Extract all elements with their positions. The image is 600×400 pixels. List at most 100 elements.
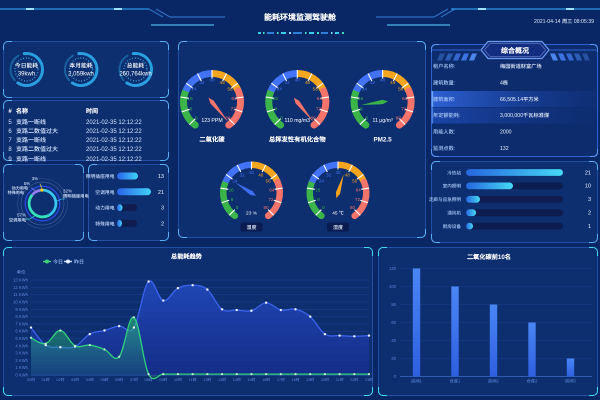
svg-text:走廊与应急照明: 走廊与应急照明: [429, 197, 462, 203]
svg-text:动力用电: 动力用电: [12, 186, 28, 192]
svg-text:80: 80: [350, 205, 356, 211]
svg-text:3: 3: [161, 204, 164, 212]
svg-text:48: 48: [345, 172, 351, 178]
svg-text:40: 40: [335, 170, 341, 176]
svg-text:厨房设备: 厨房设备: [443, 224, 462, 230]
svg-text:123 PPM: 123 PPM: [201, 117, 222, 124]
svg-text:特殊用电: 特殊用电: [8, 190, 24, 196]
svg-text:二氧化碳: 二氧化碳: [199, 135, 225, 144]
svg-text:13: 13: [158, 172, 164, 180]
svg-text:单位: 单位: [17, 270, 25, 276]
svg-text:24: 24: [232, 179, 238, 185]
svg-text:32%: 32%: [63, 189, 72, 195]
svg-text:9 KWh: 9 KWh: [15, 307, 28, 313]
svg-text:11 μg/m³: 11 μg/m³: [372, 117, 392, 124]
svg-text:08时: 08时: [145, 377, 153, 383]
svg-text:260,764kwh: 260,764kwh: [119, 68, 151, 77]
svg-text:总能耗: 总能耗: [127, 61, 145, 70]
svg-text:10 KWh: 10 KWh: [13, 300, 29, 306]
svg-text:80: 80: [391, 302, 396, 308]
svg-text:仓库2: 仓库2: [527, 379, 538, 385]
svg-text:17时: 17时: [277, 377, 285, 383]
svg-text:80: 80: [310, 114, 316, 121]
svg-text:100: 100: [389, 284, 397, 290]
svg-text:0: 0: [365, 114, 368, 121]
svg-text:32: 32: [326, 172, 332, 178]
svg-text:09时: 09时: [159, 377, 167, 383]
svg-text:房间2: 房间2: [488, 379, 499, 385]
svg-text:24: 24: [319, 179, 325, 185]
svg-text:40: 40: [391, 338, 396, 344]
svg-text:11 KWh: 11 KWh: [13, 292, 28, 298]
svg-text:03时: 03时: [71, 377, 79, 383]
svg-text:2 KWh: 2 KWh: [15, 358, 28, 364]
svg-text:01时: 01时: [42, 377, 50, 383]
svg-text:13 KWh: 13 KWh: [13, 278, 29, 284]
svg-text:56: 56: [313, 86, 319, 93]
svg-text:06时: 06时: [115, 377, 123, 383]
svg-text:72: 72: [268, 197, 274, 203]
svg-text:0: 0: [280, 114, 283, 121]
svg-text:0: 0: [195, 114, 198, 121]
svg-text:132: 132: [500, 145, 509, 152]
svg-text:16: 16: [358, 95, 364, 102]
svg-text:用能人数:: 用能人数:: [433, 129, 455, 136]
svg-text:45 ℃: 45 ℃: [332, 210, 344, 217]
svg-text:2,059kwh: 2,059kwh: [68, 68, 94, 77]
svg-text:房间1: 房间1: [411, 379, 422, 385]
svg-text:8: 8: [189, 106, 192, 113]
svg-text:今日能耗: 今日能耗: [15, 61, 38, 70]
svg-text:二氧化碳前10名: 二氧化碳前10名: [467, 252, 511, 261]
svg-text:16时: 16时: [262, 377, 270, 383]
svg-text:10: 10: [585, 182, 591, 190]
svg-text:年定额能耗:: 年定额能耗:: [433, 112, 460, 119]
svg-text:3%: 3%: [32, 176, 38, 182]
svg-text:14时: 14时: [233, 377, 241, 383]
svg-text:72: 72: [231, 106, 237, 113]
svg-text:19时: 19时: [306, 377, 314, 383]
svg-text:60: 60: [391, 320, 396, 326]
svg-text:56: 56: [398, 86, 404, 93]
svg-text:16: 16: [187, 95, 193, 102]
svg-text:16: 16: [229, 187, 235, 193]
svg-text:56: 56: [266, 179, 272, 185]
svg-text:64: 64: [231, 95, 237, 102]
svg-text:5 KWh: 5 KWh: [15, 336, 28, 342]
svg-text:16: 16: [315, 187, 321, 193]
svg-text:建筑数量:: 建筑数量:: [433, 79, 455, 86]
svg-text:5%: 5%: [24, 181, 30, 187]
svg-text:今日: 今日: [53, 259, 63, 266]
svg-text:照明插座用电: 照明插座用电: [86, 173, 115, 180]
svg-text:24: 24: [362, 86, 368, 93]
svg-text:建筑面积:: 建筑面积:: [433, 96, 455, 103]
svg-text:室内照明: 室内照明: [443, 184, 462, 190]
svg-text:57%: 57%: [17, 213, 26, 219]
svg-text:0: 0: [394, 374, 397, 380]
svg-text:4 KWh: 4 KWh: [15, 343, 28, 349]
svg-text:动力用电: 动力用电: [95, 205, 114, 212]
svg-text:32: 32: [285, 79, 291, 86]
svg-text:3: 3: [588, 195, 591, 203]
svg-text:48: 48: [219, 79, 225, 86]
svg-text:110 mg/m3: 110 mg/m3: [285, 117, 311, 124]
svg-text:72: 72: [316, 106, 322, 113]
svg-text:32: 32: [240, 172, 246, 178]
svg-text:64: 64: [269, 187, 275, 193]
svg-text:48: 48: [305, 79, 311, 86]
svg-text:照明插座用电: 照明插座用电: [63, 194, 89, 200]
svg-text:05时: 05时: [100, 377, 108, 383]
svg-text:冷热站: 冷热站: [447, 170, 461, 176]
svg-text:6 KWh: 6 KWh: [15, 329, 28, 335]
svg-text:租户名称:: 租户名称:: [433, 63, 455, 70]
svg-text:梅园街道财富广场: 梅园街道财富广场: [500, 63, 542, 70]
svg-text:32: 32: [370, 79, 376, 86]
svg-text:56: 56: [227, 86, 233, 93]
svg-text:8 KWh: 8 KWh: [15, 314, 28, 320]
svg-text:8: 8: [360, 106, 363, 113]
svg-text:0: 0: [236, 205, 239, 211]
svg-text:21: 21: [585, 168, 591, 176]
svg-text:72: 72: [401, 106, 407, 113]
svg-text:12 KWh: 12 KWh: [13, 285, 29, 291]
svg-text:20时: 20时: [321, 377, 329, 383]
svg-text:2: 2: [588, 209, 591, 217]
